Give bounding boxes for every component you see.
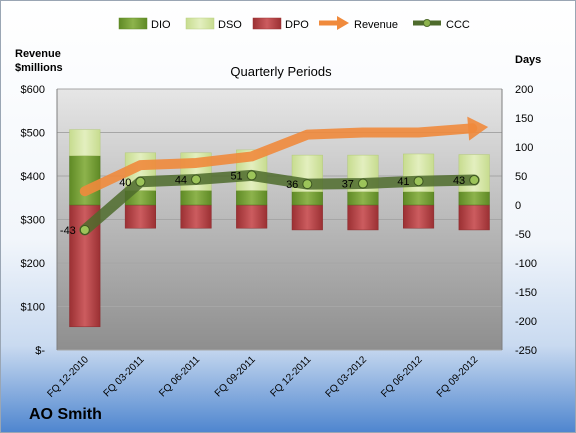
bar-dpo bbox=[458, 204, 490, 231]
legend-swatch-dpo bbox=[252, 17, 282, 30]
bar-dpo bbox=[124, 204, 156, 229]
bar-dpo bbox=[291, 204, 323, 231]
x-tick-label: FQ 03-2012 bbox=[324, 354, 370, 400]
ccc-data-label: 41 bbox=[397, 176, 409, 188]
right-tick-label: -150 bbox=[515, 287, 537, 299]
ccc-point bbox=[135, 176, 146, 187]
right-axis-label: Days bbox=[515, 54, 541, 66]
ccc-data-label: 36 bbox=[286, 179, 298, 191]
left-tick-label: $200 bbox=[21, 258, 45, 270]
x-tick-label: FQ 06-2011 bbox=[157, 354, 202, 399]
legend-swatch-revenue bbox=[319, 16, 349, 30]
legend-label-dpo: DPO bbox=[285, 19, 309, 31]
right-tick-label: 200 bbox=[515, 84, 533, 96]
right-tick-label: -50 bbox=[515, 229, 531, 241]
left-tick-label: $100 bbox=[21, 302, 45, 314]
ccc-data-label: 51 bbox=[230, 170, 242, 182]
bar-dio bbox=[180, 190, 212, 206]
legend-label-dio: DIO bbox=[151, 19, 171, 31]
ccc-layer: -43 40 44 51 36 37 41 43 bbox=[60, 169, 480, 237]
left-tick-label: $600 bbox=[21, 84, 45, 96]
ccc-data-label: 43 bbox=[453, 175, 465, 187]
bar-dio bbox=[69, 155, 101, 206]
ccc-point bbox=[302, 179, 313, 190]
legend: DIO DSO DPO Revenue CCC bbox=[118, 16, 470, 31]
x-tick-label: FQ 06-2012 bbox=[379, 354, 425, 400]
revenue-line bbox=[79, 123, 478, 197]
ccc-point bbox=[191, 174, 202, 185]
x-tick-label: FQ 03-2011 bbox=[102, 354, 147, 399]
x-tick-labels: FQ 12-2010 FQ 03-2011 FQ 06-2011 FQ 09-2011… bbox=[45, 354, 480, 400]
bar-dpo bbox=[403, 204, 435, 229]
right-tick-label: -100 bbox=[515, 258, 537, 270]
right-tick-label: -200 bbox=[515, 316, 537, 328]
company-name: AO Smith bbox=[29, 406, 102, 423]
ccc-line bbox=[79, 169, 480, 236]
bar-dso bbox=[69, 129, 101, 156]
left-tick-label: $- bbox=[35, 345, 45, 357]
left-tick-label: $300 bbox=[21, 215, 45, 227]
legend-swatch-dso bbox=[185, 17, 215, 30]
x-tick-label: FQ 09-2012 bbox=[435, 354, 481, 400]
left-tick-labels: $- $100 $200 $300 $400 $500 $600 bbox=[21, 84, 46, 357]
x-tick-label: FQ 09-2011 bbox=[213, 354, 258, 399]
right-tick-labels: -250 -200 -150 -100 -50 0 50 100 150 200 bbox=[515, 84, 537, 357]
legend-label-dso: DSO bbox=[218, 19, 242, 31]
bar-dio bbox=[403, 191, 435, 206]
ccc-data-label: -43 bbox=[60, 225, 76, 237]
x-tick-label: FQ 12-2011 bbox=[268, 354, 313, 399]
ccc-point bbox=[469, 175, 480, 186]
chart-title: Quarterly Periods bbox=[230, 64, 332, 79]
bar-dpo bbox=[347, 204, 379, 231]
legend-label-ccc: CCC bbox=[446, 19, 470, 31]
x-tick-label: FQ 12-2010 bbox=[45, 354, 91, 400]
ccc-point bbox=[246, 170, 257, 181]
bar-dpo bbox=[236, 204, 268, 229]
ccc-data-label: 40 bbox=[119, 177, 131, 189]
legend-swatch-dio bbox=[118, 17, 148, 30]
ccc-point bbox=[357, 178, 368, 189]
right-tick-label: -250 bbox=[515, 345, 537, 357]
ccc-point bbox=[413, 176, 424, 187]
right-tick-label: 150 bbox=[515, 113, 533, 125]
revenue-layer bbox=[79, 116, 489, 197]
bar-dpo bbox=[180, 204, 212, 229]
right-tick-label: 100 bbox=[515, 142, 533, 154]
left-tick-label: $400 bbox=[21, 171, 45, 183]
legend-swatch-ccc bbox=[413, 19, 441, 27]
ccc-data-label: 37 bbox=[342, 179, 354, 191]
ccc-point bbox=[79, 224, 90, 235]
right-tick-label: 0 bbox=[515, 200, 521, 212]
bar-dio bbox=[291, 191, 323, 206]
bar-dio bbox=[458, 191, 490, 206]
ccc-data-label: 44 bbox=[175, 174, 187, 186]
right-tick-label: 50 bbox=[515, 171, 527, 183]
revenue-arrowhead bbox=[467, 116, 489, 141]
bar-dio bbox=[347, 191, 379, 206]
left-axis-label-line2: $millions bbox=[15, 62, 63, 74]
left-axis-label-line1: Revenue bbox=[15, 48, 61, 60]
left-tick-label: $500 bbox=[21, 128, 45, 140]
legend-label-revenue: Revenue bbox=[354, 19, 398, 31]
bar-dio bbox=[236, 190, 268, 206]
bars-layer bbox=[69, 129, 490, 328]
